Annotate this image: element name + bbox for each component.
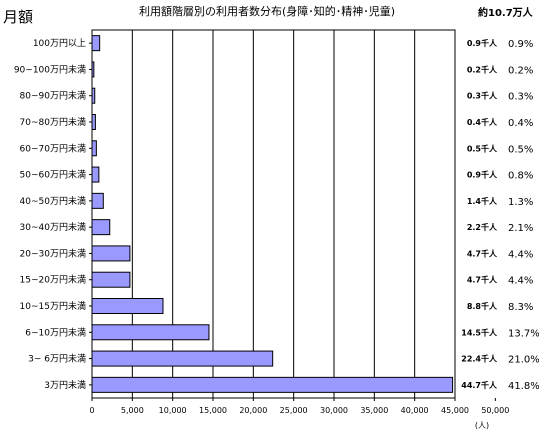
percent-label: 0.4% xyxy=(508,118,533,129)
bar xyxy=(91,166,100,183)
percent-label: 4.4% xyxy=(508,249,533,260)
count-label: 0.3千人 xyxy=(467,91,498,101)
category-label: 80~90万円未満 xyxy=(20,90,86,102)
x-tick-label: 25,000 xyxy=(280,406,308,415)
bar xyxy=(91,35,101,52)
percent-label: 2.1% xyxy=(508,223,533,234)
percent-label: 0.3% xyxy=(508,92,533,103)
category-label: 90~100万円未満 xyxy=(14,63,86,75)
bar xyxy=(91,298,164,314)
x-tick-label: 15,000 xyxy=(199,406,227,415)
count-label: 4.7千人 xyxy=(467,248,498,258)
percent-label: 8.3% xyxy=(508,302,533,313)
x-tick-label: 30,000 xyxy=(320,406,348,415)
percent-label: 1.3% xyxy=(508,197,533,208)
x-tick-label: 0 xyxy=(89,406,94,415)
count-label: 4.7千人 xyxy=(467,275,498,285)
category-label: 50~60万円未満 xyxy=(20,169,86,181)
percent-label: 13.7% xyxy=(508,328,539,339)
category-label: 3万円未満 xyxy=(44,379,86,391)
category-label: 40~50万円未満 xyxy=(20,195,86,207)
x-tick-label: 5,000 xyxy=(121,406,144,415)
bar xyxy=(91,61,95,78)
x-tick-label: 45,000 xyxy=(441,406,469,415)
count-label: 22.4千人 xyxy=(461,354,498,364)
x-tick-label: 35,000 xyxy=(360,406,388,415)
percent-label: 0.9% xyxy=(508,39,533,50)
percent-label: 0.5% xyxy=(508,144,533,155)
chart-title: 利用額階層別の利用者数分布(身障･知的･精神･児童) xyxy=(139,4,395,18)
x-tick-label: 10,000 xyxy=(159,406,187,415)
category-label: 20~30万円未満 xyxy=(20,247,86,259)
count-label: 0.9千人 xyxy=(467,170,498,180)
percent-label: 41.8% xyxy=(508,381,539,392)
x-axis-unit: (人) xyxy=(475,421,489,430)
bar xyxy=(91,350,274,367)
count-label: 1.4千人 xyxy=(467,196,498,206)
x-tick-label: 40,000 xyxy=(401,406,429,415)
count-label: 0.2千人 xyxy=(467,64,498,74)
bar xyxy=(91,245,131,262)
category-label: 6~10万円未満 xyxy=(25,326,86,338)
bar xyxy=(91,192,104,209)
count-label: 44.7千人 xyxy=(461,380,498,390)
count-label: 2.2千人 xyxy=(467,222,498,232)
count-label: 0.5千人 xyxy=(467,143,498,153)
percent-label: 0.8% xyxy=(508,171,533,182)
count-label: 0.4千人 xyxy=(467,117,498,127)
x-tick-label: 20,000 xyxy=(239,406,267,415)
percent-label: 4.4% xyxy=(508,276,533,287)
category-label: 3~ 6万円未満 xyxy=(28,353,86,365)
bar xyxy=(91,324,210,341)
count-label: 0.9千人 xyxy=(467,38,498,48)
category-label: 60~70万円未満 xyxy=(20,142,86,154)
percent-label: 0.2% xyxy=(508,65,533,76)
bar xyxy=(91,87,96,104)
y-axis-label: 月額 xyxy=(3,8,33,26)
category-label: 100万円以上 xyxy=(33,38,86,49)
total-label: 約10.7万人 xyxy=(478,6,534,19)
x-tick-label: 50,000 xyxy=(481,406,509,415)
bar xyxy=(91,114,96,130)
bar xyxy=(91,271,131,288)
percent-label: 21.0% xyxy=(508,355,539,366)
category-label: 30~40万円未満 xyxy=(20,221,86,233)
plot-area xyxy=(91,29,456,399)
count-label: 14.5千人 xyxy=(461,327,498,337)
bar xyxy=(91,219,111,236)
bar xyxy=(91,376,454,393)
category-label: 10~15万円未満 xyxy=(20,300,86,312)
count-label: 8.8千人 xyxy=(467,301,498,311)
category-label: 70~80万円未満 xyxy=(20,116,86,128)
category-label: 15~20万円未満 xyxy=(20,274,86,286)
bar xyxy=(91,140,97,157)
